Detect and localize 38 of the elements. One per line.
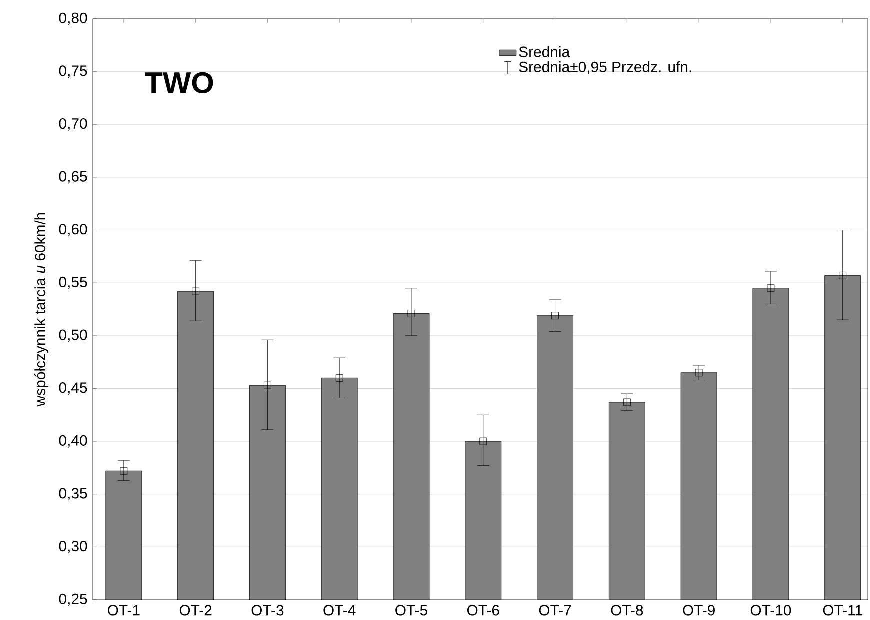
y-tick-label: 0,35 — [59, 488, 88, 501]
x-tick-label: OT-10 — [750, 605, 792, 616]
point — [408, 310, 416, 318]
point — [192, 288, 200, 296]
y-tick-label: 0,45 — [59, 382, 88, 395]
y-tick-label: 0,30 — [59, 541, 88, 554]
y-tick-label: 0,50 — [59, 330, 88, 342]
point — [336, 374, 344, 382]
x-tick-label: OT-3 — [252, 605, 284, 616]
y-tick-label: 0,25 — [59, 594, 88, 606]
point — [623, 398, 631, 406]
x-tick-label: OT-11 — [823, 605, 862, 616]
x-tick-label: OT-2 — [180, 605, 212, 616]
y-tick-label: 0,55 — [59, 276, 88, 290]
point — [767, 284, 775, 292]
point — [264, 382, 272, 390]
x-tick-label: OT-5 — [396, 605, 428, 616]
annotation: Srednia±0,95 Przedz. ufn. — [519, 61, 692, 74]
x-tick-label: OT-8 — [611, 605, 644, 616]
x-tick-label: OT-6 — [467, 605, 500, 616]
y-axis-title: współczynnik tarcia u 60km/h — [34, 213, 49, 407]
y-tick-label: 0,60 — [59, 224, 88, 236]
point — [120, 467, 128, 475]
y-tick-label: 0,75 — [59, 66, 88, 78]
y-tick-label: 0,80 — [59, 12, 88, 26]
point — [695, 369, 703, 377]
x-tick-label: OT-1 — [108, 605, 140, 616]
annotation: TWO — [145, 72, 214, 94]
point — [480, 438, 488, 446]
x-tick-label: OT-4 — [324, 605, 356, 616]
x-tick-label: OT-9 — [683, 605, 715, 616]
x-tick-label: OT-7 — [539, 605, 572, 616]
point — [839, 272, 847, 280]
legend-label: Srednia — [519, 46, 570, 58]
y-tick-label: 0,40 — [59, 435, 88, 448]
point — [552, 312, 559, 320]
y-tick-label: 0,70 — [59, 118, 88, 131]
y-tick-label: 0,65 — [59, 171, 88, 184]
